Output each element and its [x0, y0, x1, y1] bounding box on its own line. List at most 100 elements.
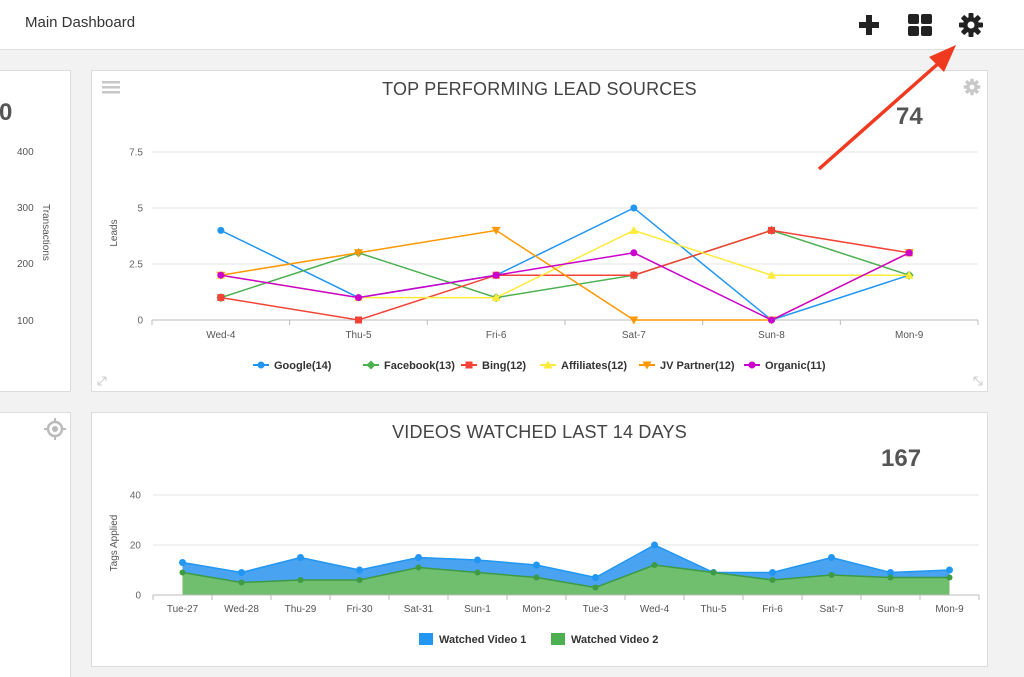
data-point: [257, 361, 265, 369]
resize-icon[interactable]: [97, 376, 107, 386]
y-tick: 200: [17, 259, 34, 270]
data-point: [630, 249, 638, 257]
data-point: [630, 271, 638, 279]
legend-label: Bing(12): [482, 360, 526, 372]
data-point: [629, 225, 639, 234]
data-point: [946, 574, 953, 581]
x-tick-label: Thu-29: [285, 604, 317, 615]
data-point: [217, 271, 225, 279]
data-point: [297, 577, 304, 583]
legend-item[interactable]: Organic(11): [744, 360, 826, 372]
data-point: [767, 270, 776, 279]
data-point: [592, 574, 599, 581]
legend-label: Organic(11): [765, 360, 826, 372]
legend-item[interactable]: Facebook(13): [363, 360, 455, 372]
panel-settings-icon[interactable]: [963, 78, 981, 96]
x-tick-label: Mon-2: [522, 604, 551, 615]
y-tick: 400: [17, 147, 34, 158]
page-title: Main Dashboard: [25, 14, 136, 31]
panel-title: VIDEOS WATCHED LAST 14 DAYS: [392, 422, 687, 442]
x-tick-label: Sun-1: [464, 604, 491, 615]
settings-button[interactable]: [958, 12, 984, 38]
x-tick-label: Tue-3: [583, 604, 609, 615]
x-tick-label: Sat-7: [820, 604, 844, 615]
legend-swatch: [419, 633, 433, 645]
data-point: [887, 574, 894, 581]
legend-item[interactable]: Google(14): [253, 360, 332, 372]
legend-item[interactable]: Affiliates(12): [540, 360, 627, 372]
legend-label: Watched Video 2: [571, 634, 658, 646]
transactions-total: 0: [0, 99, 13, 126]
x-tick-label: Thu-5: [345, 330, 372, 341]
data-point: [533, 561, 540, 569]
x-tick-label: Tue-27: [167, 604, 199, 615]
target-icon[interactable]: [43, 417, 67, 441]
data-point: [904, 270, 914, 279]
data-point: [651, 541, 658, 549]
data-point: [887, 569, 894, 576]
data-point: [769, 577, 776, 583]
gear-icon: [959, 13, 983, 37]
transactions-panel: 0 400 300 200 100 Transactions: [0, 70, 71, 392]
y-tick: 100: [17, 316, 34, 327]
series-line: [220, 207, 910, 321]
data-point: [355, 294, 362, 302]
data-point: [630, 204, 638, 212]
layout-button[interactable]: [907, 12, 933, 38]
data-point: [474, 569, 481, 576]
data-point: [355, 316, 362, 324]
x-tick-label: Fri-30: [346, 604, 373, 615]
data-point: [238, 579, 245, 586]
panel-title: TOP PERFORMING LEAD SOURCES: [382, 79, 697, 99]
data-point: [217, 226, 225, 234]
y-tick-label: 40: [130, 491, 142, 502]
data-point: [533, 574, 540, 581]
y-axis-label: Leads: [109, 219, 120, 246]
grid-icon: [908, 14, 932, 36]
x-tick-label: Fri-6: [762, 604, 783, 615]
menu-icon[interactable]: [102, 80, 120, 94]
data-point: [356, 566, 363, 574]
data-point: [642, 361, 652, 370]
top-bar: Main Dashboard: [0, 0, 1024, 50]
y-tick-label: 0: [135, 591, 141, 602]
data-point: [354, 249, 363, 258]
videos-watched-panel: VIDEOS WATCHED LAST 14 DAYS 167 0 20 40 Tag…: [91, 412, 988, 667]
data-point: [179, 569, 186, 576]
series-watchedvideo2: [179, 562, 953, 595]
data-point: [465, 361, 473, 369]
series-line: [182, 564, 950, 589]
y-tick: 300: [17, 203, 34, 214]
data-point: [491, 293, 501, 302]
series-area: [182, 565, 950, 595]
series-line: [220, 252, 910, 321]
data-point: [629, 316, 639, 325]
legend-item[interactable]: Watched Video 2: [551, 633, 658, 646]
data-point: [651, 562, 658, 568]
plus-icon: [859, 15, 879, 35]
x-tick-label: Sat-31: [404, 604, 434, 615]
data-point: [543, 360, 553, 369]
data-point: [491, 226, 501, 235]
x-tick-label: Fri-6: [486, 330, 507, 341]
x-tick-label: Wed-4: [206, 330, 236, 341]
data-point: [769, 569, 776, 576]
data-point: [415, 564, 422, 571]
data-point: [905, 249, 913, 257]
legend-item[interactable]: JV Partner(12): [639, 360, 735, 372]
add-widget-button[interactable]: [856, 12, 882, 38]
data-point: [297, 554, 304, 561]
lead-sources-panel: TOP PERFORMING LEAD SOURCES 74 0 2.5 5 7.5 W…: [91, 70, 988, 392]
series-line: [220, 229, 910, 299]
y-tick-label: 20: [130, 541, 142, 552]
resize-icon[interactable]: [973, 376, 983, 386]
x-tick-label: Mon-9: [895, 330, 924, 341]
legend-item[interactable]: Watched Video 1: [419, 633, 526, 646]
data-point: [946, 566, 953, 574]
legend-label: Watched Video 1: [439, 634, 526, 646]
legend-item[interactable]: Bing(12): [461, 360, 526, 372]
legend-label: Facebook(13): [384, 360, 455, 372]
x-tick-label: Sun-8: [758, 330, 785, 341]
lead-sources-chart: 0 2.5 5 7.5 Wed-4 Thu-5 Fri-6 Sat-7 Sun-8 Mon-9 Le…: [109, 148, 979, 372]
data-point: [768, 316, 775, 324]
